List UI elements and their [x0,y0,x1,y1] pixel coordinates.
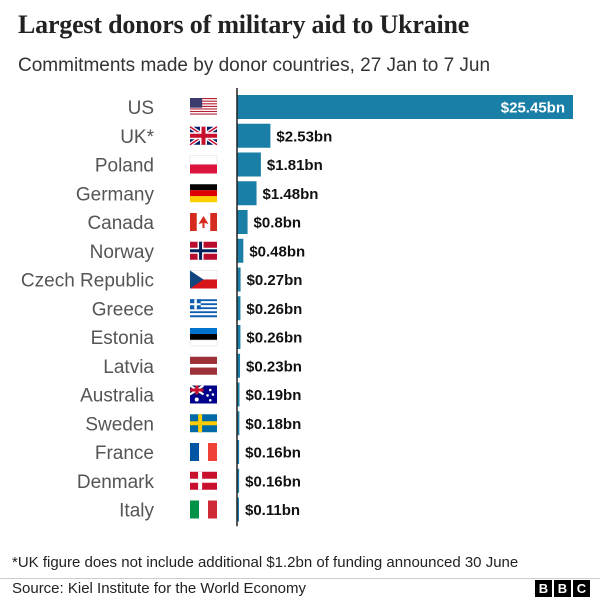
country-label: Greece [92,299,154,320]
bar [237,497,239,522]
country-label: Sweden [85,414,154,435]
value-label: $0.19bn [246,387,302,404]
country-label: Czech Republic [21,271,154,292]
country-label: US [128,98,154,119]
value-label: $2.53bn [276,128,332,145]
bar [237,238,244,263]
norway-flag-icon [190,241,217,260]
greece-flag-icon [190,299,217,318]
bar [237,411,240,436]
value-label: $25.45bn [501,100,565,117]
bar-chart: US $25.45bn UK* $2.53bn Poland $1.81bn Germany… [21,88,573,527]
bbc-logo-letter: B [535,580,552,597]
bar [237,95,573,119]
poland-flag-icon [189,155,218,174]
source-note: Source: Kiel Institute for the World Eco… [12,580,307,597]
sweden-flag-icon [190,414,217,433]
value-label: $0.27bn [247,272,303,289]
bar [237,325,241,349]
bar [237,440,240,464]
italy-flag-icon [190,500,217,519]
bbc-logo: B B C [535,580,590,597]
value-label: $0.26bn [246,330,302,347]
value-label: $0.23bn [246,358,302,375]
value-label: $1.48bn [263,186,319,203]
bbc-logo-letter: B [554,580,571,597]
estonia-flag-icon [189,328,218,347]
bar [237,468,240,493]
value-label: $1.81bn [267,157,323,174]
value-label: $0.16bn [245,445,301,462]
country-label: Estonia [91,328,155,349]
france-flag-icon [190,443,217,461]
latvia-flag-icon [190,356,217,375]
bar [237,123,271,148]
country-label: Germany [76,184,155,205]
value-label: $0.16bn [245,473,301,490]
uk-flag-icon [188,125,219,147]
chart-subtitle: Commitments made by donor countries, 27 … [18,55,491,76]
germany-flag-icon [190,184,217,203]
country-label: Poland [95,156,154,177]
country-label: Denmark [77,472,155,493]
bar [237,152,261,177]
country-label: Norway [90,242,155,263]
denmark-flag-icon [190,471,217,490]
footnote: *UK figure does not include additional $… [12,554,519,571]
divider [0,578,600,579]
bar [237,267,241,292]
czech-republic-flag-icon [189,270,218,289]
country-label: Canada [87,213,154,234]
us-flag-icon [190,98,217,116]
bar [237,181,257,206]
chart-title: Largest donors of military aid to Ukrain… [18,10,470,39]
country-label: France [95,443,154,464]
country-label: Latvia [103,357,154,378]
bar [237,382,240,407]
bar [237,210,248,234]
value-label: $0.8bn [254,215,302,232]
country-label: UK* [120,127,154,148]
country-label: Australia [80,386,154,407]
canada-flag-icon [190,213,217,231]
country-label: Italy [119,501,154,522]
value-label: $0.18bn [245,416,301,433]
bbc-logo-letter: C [573,580,590,597]
value-label: $0.48bn [249,243,305,260]
value-label: $0.26bn [246,301,302,318]
bar [237,296,241,321]
australia-flag-icon [189,384,217,404]
bar [237,353,241,378]
value-label: $0.11bn [245,502,300,519]
